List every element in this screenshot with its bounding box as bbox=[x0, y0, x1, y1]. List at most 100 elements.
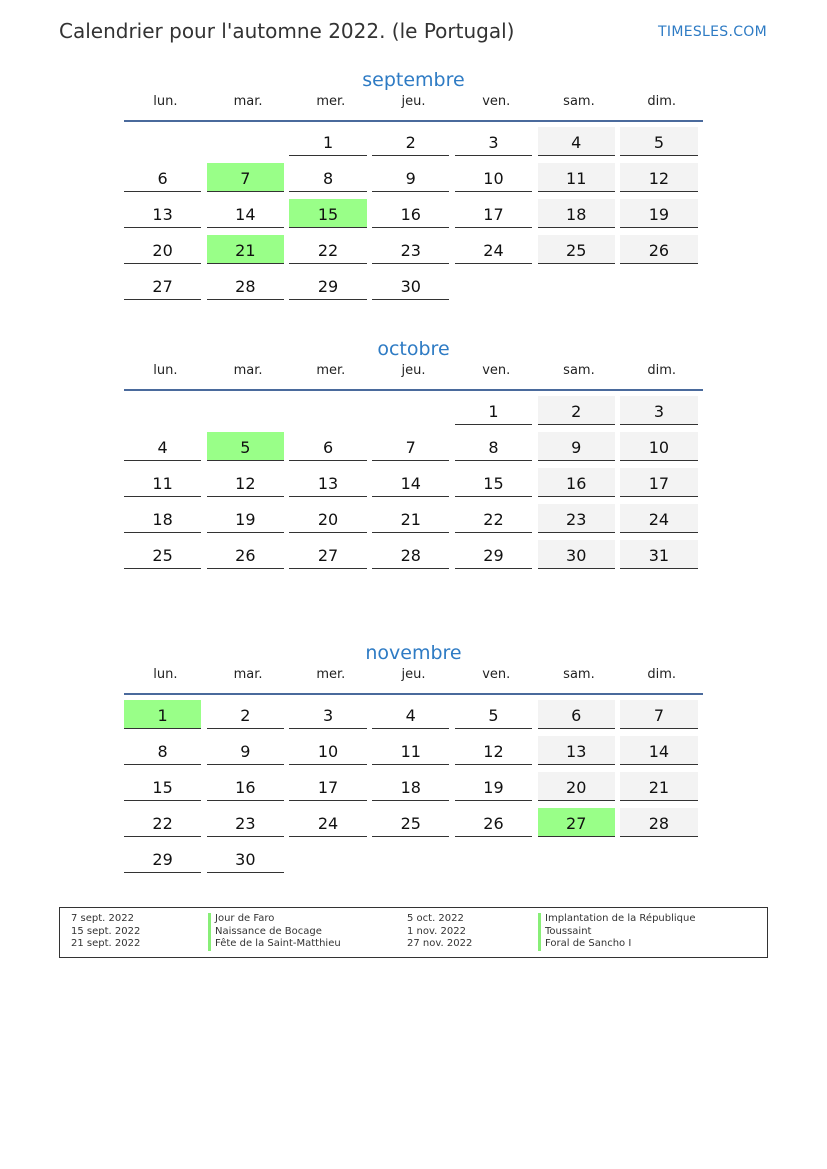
day-cell[interactable]: 28 bbox=[620, 808, 698, 837]
weekday-label: lun. bbox=[153, 363, 178, 378]
day-cell[interactable]: 18 bbox=[537, 199, 615, 228]
day-cell[interactable]: 16 bbox=[206, 772, 284, 801]
day-cell[interactable]: 17 bbox=[620, 468, 698, 497]
day-cell[interactable]: 9 bbox=[372, 163, 450, 192]
day-cell[interactable]: 3 bbox=[620, 396, 698, 425]
day-cell[interactable]: 29 bbox=[289, 271, 367, 300]
day-cell[interactable]: 17 bbox=[454, 199, 533, 228]
day-cell[interactable]: 12 bbox=[454, 736, 533, 765]
weekday-label: ven. bbox=[482, 94, 511, 109]
day-cell[interactable]: 19 bbox=[206, 504, 284, 533]
day-cell[interactable]: 14 bbox=[372, 468, 450, 497]
day-cell[interactable]: 13 bbox=[124, 199, 202, 228]
day-cell[interactable]: 16 bbox=[372, 199, 450, 228]
day-cell[interactable]: 11 bbox=[372, 736, 450, 765]
day-cell[interactable]: 24 bbox=[620, 504, 698, 533]
day-cell[interactable]: 26 bbox=[206, 540, 284, 569]
day-cell[interactable]: 15 bbox=[289, 199, 367, 228]
day-cell[interactable]: 6 bbox=[124, 163, 202, 192]
day-cell[interactable]: 25 bbox=[124, 540, 202, 569]
day-cell[interactable]: 6 bbox=[537, 700, 615, 729]
day-cell[interactable]: 23 bbox=[537, 504, 615, 533]
day-cell[interactable]: 17 bbox=[289, 772, 367, 801]
day-cell[interactable]: 9 bbox=[537, 432, 615, 461]
day-cell[interactable]: 19 bbox=[454, 772, 533, 801]
month-octobre: octobre lun. mar. mer. jeu. ven. sam. dim. 1 2 3 4 5… bbox=[124, 335, 703, 576]
day-cell[interactable]: 20 bbox=[537, 772, 615, 801]
day-cell[interactable]: 9 bbox=[206, 736, 284, 765]
day-cell[interactable]: 13 bbox=[537, 736, 615, 765]
day-cell[interactable]: 30 bbox=[206, 844, 284, 873]
day-cell[interactable]: 15 bbox=[454, 468, 533, 497]
day-cell[interactable]: 12 bbox=[620, 163, 698, 192]
day-cell[interactable]: 2 bbox=[372, 127, 450, 156]
day-cell[interactable]: 3 bbox=[454, 127, 533, 156]
day-cell[interactable]: 15 bbox=[124, 772, 202, 801]
day-cell[interactable]: 4 bbox=[124, 432, 202, 461]
day-cell[interactable]: 13 bbox=[289, 468, 367, 497]
day-cell[interactable]: 8 bbox=[454, 432, 533, 461]
weekday-label: sam. bbox=[563, 94, 595, 109]
day-cell[interactable]: 11 bbox=[537, 163, 615, 192]
day-cell[interactable]: 5 bbox=[620, 127, 698, 156]
day-cell[interactable]: 24 bbox=[454, 235, 533, 264]
day-cell[interactable]: 21 bbox=[206, 235, 284, 264]
day-cell[interactable]: 18 bbox=[124, 504, 202, 533]
day-cell[interactable]: 6 bbox=[289, 432, 367, 461]
day-cell[interactable]: 4 bbox=[537, 127, 615, 156]
day-cell[interactable]: 7 bbox=[620, 700, 698, 729]
day-cell[interactable]: 29 bbox=[124, 844, 202, 873]
day-cell[interactable]: 4 bbox=[372, 700, 450, 729]
day-cell[interactable]: 29 bbox=[454, 540, 533, 569]
weekday-label: sam. bbox=[563, 667, 595, 682]
day-cell[interactable]: 7 bbox=[206, 163, 284, 192]
day-cell[interactable]: 30 bbox=[537, 540, 615, 569]
empty-cell bbox=[455, 844, 532, 873]
day-cell[interactable]: 5 bbox=[454, 700, 533, 729]
day-cell[interactable]: 19 bbox=[620, 199, 698, 228]
day-cell[interactable]: 21 bbox=[372, 504, 450, 533]
day-cell[interactable]: 8 bbox=[124, 736, 202, 765]
day-cell[interactable]: 1 bbox=[124, 700, 202, 729]
day-cell[interactable]: 27 bbox=[289, 540, 367, 569]
day-cell[interactable]: 26 bbox=[620, 235, 698, 264]
day-cell[interactable]: 11 bbox=[124, 468, 202, 497]
day-cell[interactable]: 25 bbox=[372, 808, 450, 837]
day-cell[interactable]: 22 bbox=[289, 235, 367, 264]
week-row: 8 9 10 11 12 13 14 bbox=[124, 736, 703, 772]
day-cell[interactable]: 12 bbox=[206, 468, 284, 497]
day-cell[interactable]: 22 bbox=[454, 504, 533, 533]
day-cell[interactable]: 8 bbox=[289, 163, 367, 192]
day-cell[interactable]: 21 bbox=[620, 772, 698, 801]
day-cell[interactable]: 31 bbox=[620, 540, 698, 569]
day-cell[interactable]: 23 bbox=[206, 808, 284, 837]
day-cell[interactable]: 20 bbox=[124, 235, 202, 264]
day-cell[interactable]: 3 bbox=[289, 700, 367, 729]
day-cell[interactable]: 30 bbox=[372, 271, 450, 300]
day-cell[interactable]: 14 bbox=[206, 199, 284, 228]
day-cell[interactable]: 14 bbox=[620, 736, 698, 765]
day-cell[interactable]: 7 bbox=[372, 432, 450, 461]
day-cell[interactable]: 27 bbox=[537, 808, 615, 837]
day-cell[interactable]: 1 bbox=[454, 396, 533, 425]
day-cell[interactable]: 10 bbox=[620, 432, 698, 461]
day-cell[interactable]: 2 bbox=[206, 700, 284, 729]
day-cell[interactable]: 18 bbox=[372, 772, 450, 801]
brand-link[interactable]: TIMESLES.COM bbox=[658, 24, 767, 40]
day-cell[interactable]: 10 bbox=[289, 736, 367, 765]
day-cell[interactable]: 22 bbox=[124, 808, 202, 837]
day-cell[interactable]: 24 bbox=[289, 808, 367, 837]
day-cell[interactable]: 25 bbox=[537, 235, 615, 264]
day-cell[interactable]: 27 bbox=[124, 271, 202, 300]
day-cell[interactable]: 16 bbox=[537, 468, 615, 497]
day-cell[interactable]: 20 bbox=[289, 504, 367, 533]
day-cell[interactable]: 1 bbox=[289, 127, 367, 156]
day-cell[interactable]: 2 bbox=[537, 396, 615, 425]
day-cell[interactable]: 28 bbox=[372, 540, 450, 569]
day-cell[interactable]: 5 bbox=[206, 432, 284, 461]
day-cell[interactable]: 10 bbox=[454, 163, 533, 192]
day-cell[interactable]: 28 bbox=[206, 271, 284, 300]
day-cell[interactable]: 23 bbox=[372, 235, 450, 264]
day-cell[interactable]: 26 bbox=[454, 808, 533, 837]
